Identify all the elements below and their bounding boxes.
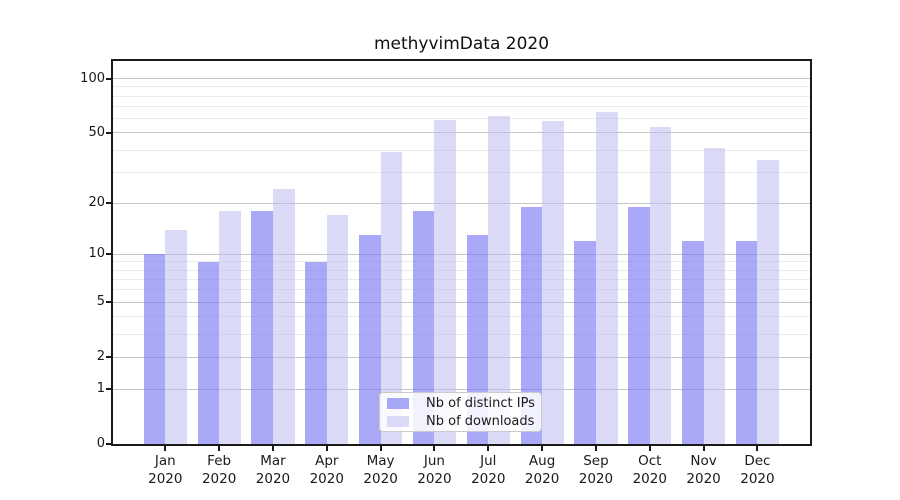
minor-gridline: [113, 106, 810, 108]
x-tick-mark: [648, 446, 651, 451]
major-gridline: [113, 202, 810, 204]
y-tick-mark: [106, 388, 112, 391]
x-tick-label-nov: Nov 2020: [686, 453, 721, 487]
x-tick-mark: [379, 446, 382, 451]
legend-item-distinct-ips: Nb of distinct IPs: [387, 394, 541, 412]
bar-nov-downloads: [703, 148, 726, 444]
legend-label-downloads: Nb of downloads: [426, 413, 535, 429]
bar-may-distinct-ips: [359, 235, 381, 444]
x-tick-label-sep: Sep 2020: [578, 453, 614, 487]
major-gridline: [113, 253, 810, 255]
bar-feb-distinct-ips: [197, 261, 220, 444]
x-tick-label-feb: Feb 2020: [201, 453, 237, 487]
bar-feb-downloads: [219, 210, 241, 444]
x-tick-mark: [325, 446, 328, 451]
bar-aug-distinct-ips: [520, 206, 543, 444]
y-tick-label: 10: [88, 246, 105, 262]
plot-area: Nb of distinct IPs Nb of downloads: [111, 59, 812, 446]
bar-sep-downloads: [595, 112, 618, 444]
bar-oct-downloads: [649, 126, 672, 444]
x-tick-label-dec: Dec 2020: [740, 453, 775, 487]
minor-gridline: [113, 269, 810, 271]
bar-jun-distinct-ips: [412, 210, 435, 444]
chart-title: methyvimData 2020: [373, 34, 550, 54]
x-tick-mark: [433, 446, 436, 451]
y-tick-mark: [106, 202, 112, 205]
x-tick-label-jan: Jan 2020: [148, 453, 183, 487]
legend-item-downloads: Nb of downloads: [387, 412, 541, 430]
y-tick-label: 100: [80, 70, 105, 86]
y-tick-label: 50: [88, 124, 105, 140]
y-tick-label: 2: [96, 349, 105, 365]
bar-jan-downloads: [165, 229, 187, 444]
bar-jun-downloads: [434, 119, 457, 444]
bar-apr-distinct-ips: [305, 261, 327, 444]
x-tick-label-oct: Oct 2020: [632, 453, 667, 487]
y-tick-label: 20: [88, 195, 105, 211]
legend-label-distinct-ips: Nb of distinct IPs: [426, 395, 535, 411]
minor-gridline: [113, 86, 810, 88]
x-tick-mark: [271, 446, 274, 451]
bar-sep-distinct-ips: [574, 240, 596, 444]
bar-apr-downloads: [326, 215, 349, 444]
bar-mar-downloads: [272, 189, 295, 444]
x-tick-mark: [541, 446, 544, 451]
bar-jan-distinct-ips: [143, 254, 166, 444]
bar-dec-distinct-ips: [735, 240, 758, 444]
y-tick-mark: [106, 301, 112, 304]
y-tick-mark: [106, 356, 112, 359]
minor-gridline: [113, 118, 810, 120]
bar-mar-distinct-ips: [251, 210, 273, 444]
minor-gridline: [113, 261, 810, 263]
x-tick-mark: [487, 446, 490, 451]
major-gridline: [113, 388, 810, 390]
y-tick-mark: [106, 131, 112, 134]
major-gridline: [113, 78, 810, 80]
x-tick-label-jun: Jun 2020: [417, 453, 452, 487]
x-tick-mark: [702, 446, 705, 451]
y-tick-mark: [106, 443, 112, 445]
y-tick-label: 5: [96, 294, 105, 310]
major-gridline: [113, 301, 810, 303]
x-tick-mark: [756, 446, 759, 451]
minor-gridline: [113, 278, 810, 280]
legend: Nb of distinct IPs Nb of downloads: [379, 392, 542, 432]
x-tick-label-aug: Aug 2020: [524, 453, 560, 487]
x-tick-label-apr: Apr 2020: [309, 453, 344, 487]
bar-nov-distinct-ips: [682, 240, 704, 444]
bar-jul-downloads: [488, 116, 510, 444]
major-gridline: [113, 132, 810, 134]
major-gridline: [113, 356, 810, 358]
bar-aug-downloads: [542, 121, 564, 444]
minor-gridline: [113, 289, 810, 291]
x-tick-mark: [218, 446, 221, 451]
bar-oct-distinct-ips: [628, 206, 650, 444]
minor-gridline: [113, 333, 810, 335]
y-tick-label: 1: [96, 381, 105, 397]
x-tick-mark: [594, 446, 597, 451]
y-tick-label: 0: [96, 436, 105, 451]
legend-swatch-distinct-ips: [387, 397, 409, 409]
minor-gridline: [113, 149, 810, 151]
x-tick-mark: [164, 446, 167, 451]
bar-dec-downloads: [757, 160, 780, 444]
bar-jul-distinct-ips: [466, 235, 489, 444]
y-tick-mark: [106, 253, 112, 256]
minor-gridline: [113, 316, 810, 318]
bar-may-downloads: [380, 152, 403, 444]
x-tick-label-may: May 2020: [363, 453, 398, 487]
legend-swatch-downloads: [387, 415, 409, 427]
x-tick-label-jul: Jul 2020: [471, 453, 506, 487]
x-tick-label-mar: Mar 2020: [255, 453, 291, 487]
y-tick-mark: [106, 77, 112, 80]
minor-gridline: [113, 95, 810, 97]
minor-gridline: [113, 171, 810, 173]
